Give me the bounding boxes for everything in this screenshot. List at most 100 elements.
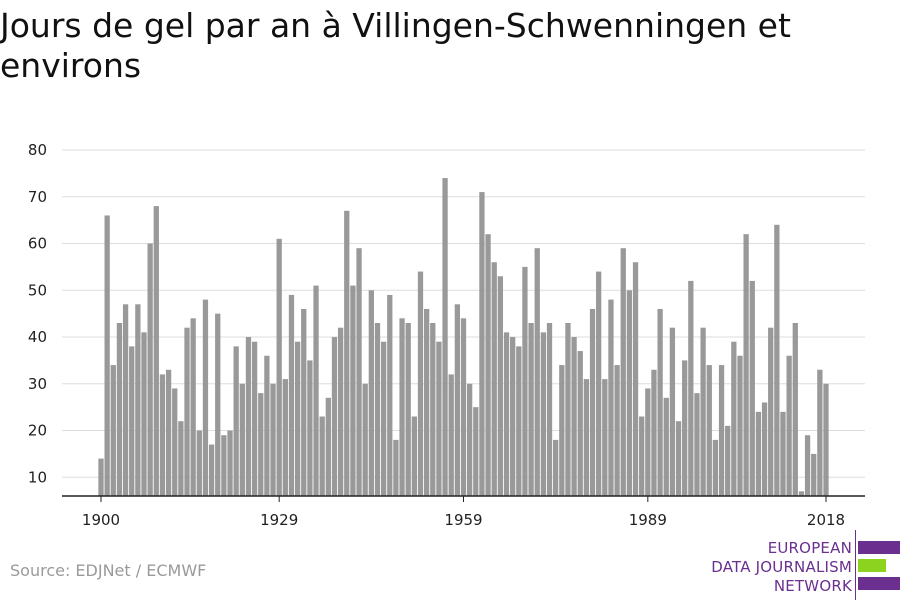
y-tick-label: 60: [28, 235, 47, 253]
bar-1992: [663, 397, 669, 496]
bar-1924: [245, 337, 252, 496]
bar-2007: [755, 411, 762, 496]
bar-2014: [798, 491, 805, 496]
bar-1944: [368, 290, 374, 496]
bar-2004: [737, 355, 743, 496]
logo-text-european: EUROPEAN: [767, 539, 852, 557]
bar-1998: [700, 327, 706, 496]
bar-2005: [743, 234, 749, 496]
bar-1940: [344, 210, 350, 496]
bar-1957: [448, 374, 454, 496]
bar-1985: [620, 248, 626, 496]
bar-1986: [626, 290, 633, 496]
x-axis-ticks: 1900 1929 1959 1989 2018: [82, 496, 845, 529]
x-tick-label: 1900: [82, 511, 120, 529]
bar-1949: [399, 318, 405, 496]
y-axis-tick-labels: 10 20 30 40 50 60 70 80: [28, 141, 47, 486]
bar-1937: [325, 397, 331, 496]
bar-2000: [712, 439, 719, 496]
bar-1977: [571, 337, 577, 496]
bar-2010: [774, 224, 780, 497]
bar-2017: [817, 369, 823, 496]
bar-1936: [319, 416, 325, 496]
bar-1914: [184, 327, 190, 496]
bar-1938: [331, 337, 338, 496]
bar-1926: [258, 393, 264, 496]
source-note: Source: EDJNet / ECMWF: [10, 561, 207, 580]
bar-1909: [153, 206, 159, 497]
bar-1913: [178, 421, 184, 496]
bar-1967: [510, 337, 516, 496]
bar-1917: [202, 299, 209, 496]
bar-1966: [503, 332, 510, 496]
bar-1910: [159, 374, 166, 496]
bar-1931: [288, 294, 295, 496]
logo-text-network: NETWORK: [773, 577, 852, 595]
bar-1989: [645, 388, 651, 496]
bar-1953: [423, 308, 430, 496]
bar-1902: [110, 365, 116, 496]
bar-1946: [380, 341, 387, 496]
bar-1980: [589, 308, 596, 496]
bar-1960: [467, 383, 473, 496]
bar-2011: [780, 411, 786, 496]
edjnet-logo: EUROPEAN DATA JOURNALISM NETWORK: [700, 530, 900, 600]
bar-1983: [608, 299, 614, 496]
bar-2008: [761, 402, 768, 496]
bar-2013: [792, 323, 798, 496]
bar-1963: [485, 234, 491, 496]
bar-2003: [731, 341, 737, 496]
bar-1954: [430, 323, 436, 496]
y-tick-label: 80: [28, 141, 47, 159]
bar-1981: [596, 271, 602, 496]
bar-1968: [516, 346, 522, 496]
bar-2009: [768, 327, 774, 496]
bar-1942: [356, 248, 362, 496]
bar-2012: [786, 355, 792, 496]
bar-1952: [417, 271, 424, 496]
bar-1945: [374, 323, 381, 496]
bar-2015: [804, 435, 811, 496]
y-tick-label: 20: [28, 422, 47, 440]
bar-1906: [135, 304, 141, 496]
logo-divider: [855, 530, 856, 600]
bar-2006: [749, 280, 755, 496]
bar-1974: [553, 439, 559, 496]
bar-1970: [528, 323, 534, 496]
bar-1969: [522, 266, 528, 496]
bar-1962: [479, 192, 485, 496]
bar-1927: [264, 355, 270, 496]
bar-1996: [688, 280, 694, 496]
bar-1907: [141, 332, 147, 496]
x-tick-label: 2018: [807, 511, 845, 529]
bar-1997: [694, 393, 700, 496]
bar-1982: [602, 379, 608, 496]
bar-1918: [208, 444, 215, 496]
bar-1935: [313, 285, 319, 496]
bar-1933: [301, 308, 307, 496]
y-tick-label: 70: [28, 188, 47, 206]
bar-1965: [497, 276, 504, 496]
bar-1911: [165, 369, 172, 496]
logo-text-data-journalism: DATA JOURNALISM: [711, 558, 852, 576]
bar-1939: [337, 327, 344, 496]
bar-1912: [172, 388, 178, 496]
y-tick-label: 50: [28, 281, 47, 299]
bar-1934: [307, 360, 313, 496]
logo-bar-bottom: [858, 577, 900, 590]
bar-1908: [147, 243, 153, 496]
bar-1958: [454, 304, 460, 496]
bar-1993: [669, 327, 676, 496]
bar-1995: [682, 360, 688, 496]
bar-1975: [559, 365, 565, 496]
bar-1929: [276, 238, 282, 497]
bar-1915: [190, 318, 196, 496]
bar-1900: [98, 458, 104, 496]
bar-1903: [116, 323, 123, 496]
bar-series: [98, 178, 829, 497]
bar-1921: [227, 430, 233, 496]
bar-1951: [411, 416, 417, 496]
x-tick-label: 1989: [629, 511, 667, 529]
logo-bar-middle: [858, 559, 886, 572]
